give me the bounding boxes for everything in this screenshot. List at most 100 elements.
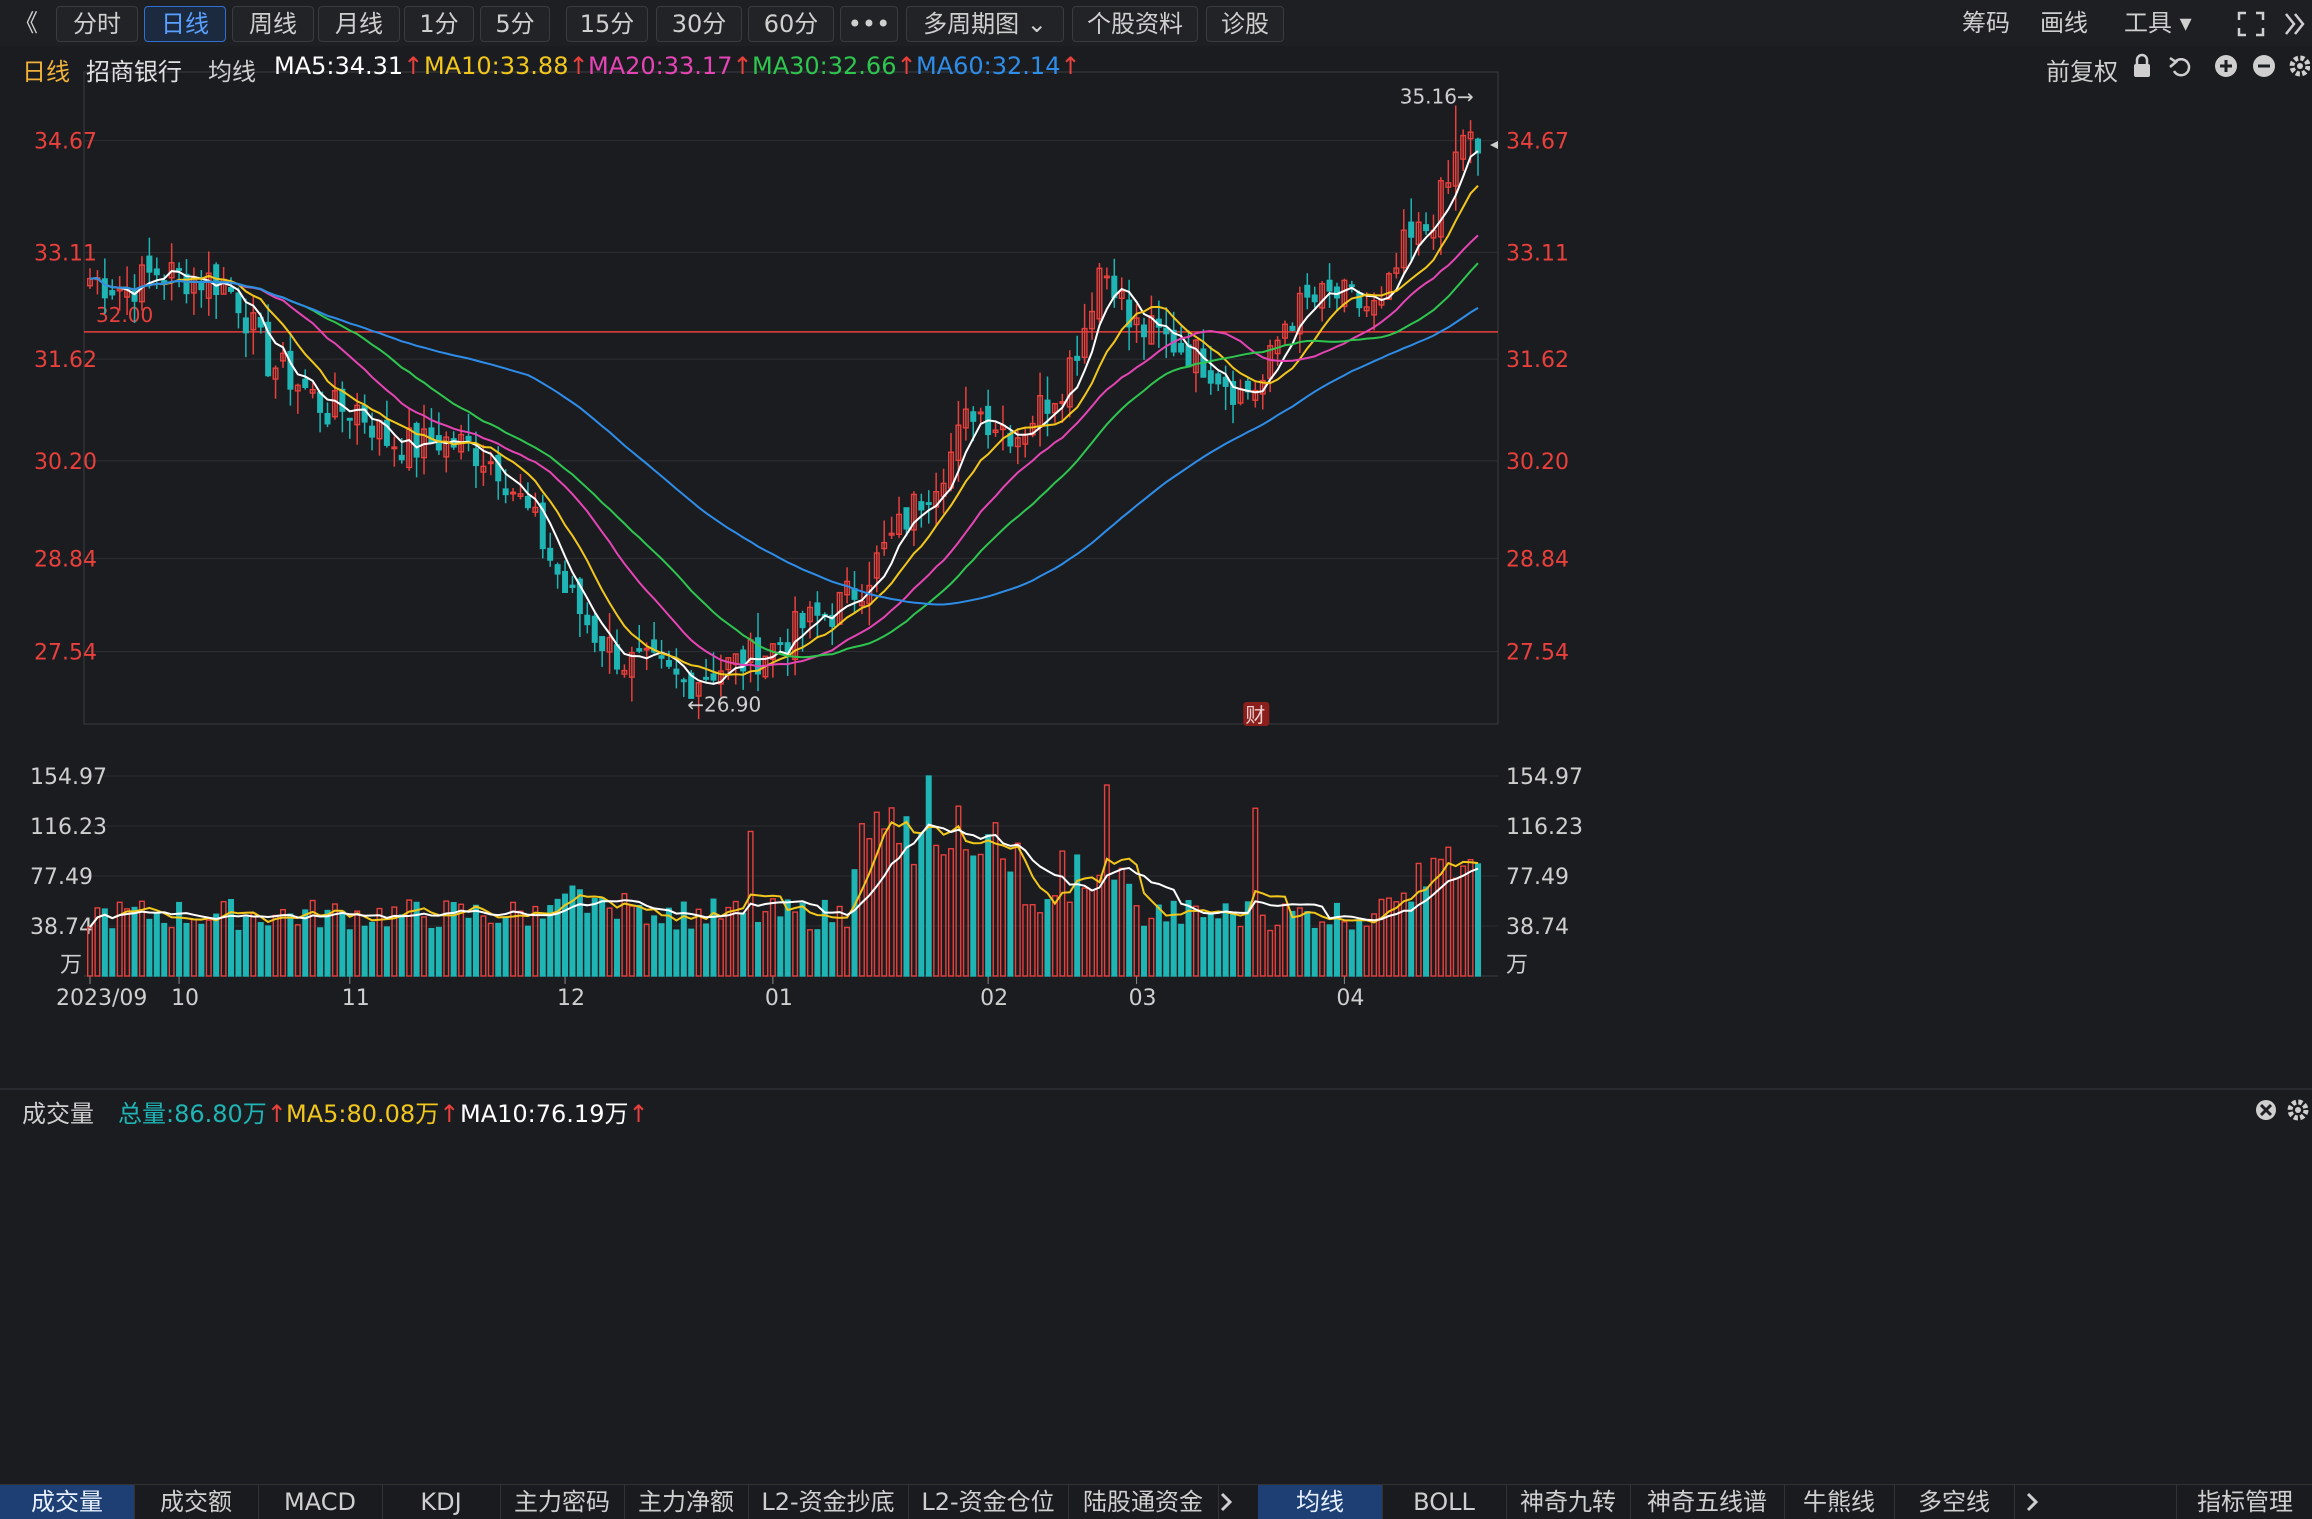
volume-bar[interactable]: [703, 923, 710, 977]
candle-body[interactable]: [703, 676, 710, 680]
volume-bar[interactable]: [1244, 901, 1251, 977]
volume-bar[interactable]: [732, 900, 739, 977]
overlay-tab-4[interactable]: 牛熊线: [1784, 1485, 1895, 1519]
volume-bar[interactable]: [896, 842, 903, 977]
volume-bar[interactable]: [1371, 913, 1378, 977]
candle-body[interactable]: [792, 611, 799, 661]
volume-bar[interactable]: [1363, 925, 1370, 977]
volume-bar[interactable]: [999, 858, 1006, 977]
candle-body[interactable]: [1460, 134, 1467, 160]
volume-bar[interactable]: [1378, 898, 1385, 977]
candle-body[interactable]: [1393, 267, 1400, 274]
candle-body[interactable]: [1289, 325, 1296, 331]
candle-body[interactable]: [1140, 324, 1147, 338]
candle-body[interactable]: [1066, 357, 1073, 408]
volume-bar[interactable]: [1408, 901, 1415, 977]
volume-bar[interactable]: [1192, 905, 1199, 977]
volume-bar[interactable]: [1022, 904, 1029, 977]
volume-bar[interactable]: [354, 910, 361, 977]
volume-bar[interactable]: [183, 922, 190, 977]
overlay-tab-2[interactable]: 神奇九转: [1506, 1485, 1631, 1519]
candle-body[interactable]: [569, 584, 576, 588]
volume-bar[interactable]: [383, 926, 390, 977]
volume-bar[interactable]: [851, 869, 858, 977]
candle-body[interactable]: [1051, 402, 1058, 414]
candle-body[interactable]: [1452, 151, 1459, 187]
volume-bar[interactable]: [599, 897, 606, 977]
candle-body[interactable]: [495, 454, 502, 482]
volume-bar[interactable]: [606, 907, 613, 977]
volume-bar[interactable]: [992, 822, 999, 977]
candle-body[interactable]: [918, 501, 925, 511]
volume-bar[interactable]: [613, 918, 620, 977]
volume-bar[interactable]: [1037, 912, 1044, 977]
volume-bar[interactable]: [554, 898, 561, 977]
volume-bar[interactable]: [873, 811, 880, 977]
volume-bar[interactable]: [1051, 895, 1058, 977]
volume-bar[interactable]: [465, 917, 472, 977]
volume-bar[interactable]: [1111, 879, 1118, 977]
candle-body[interactable]: [406, 427, 413, 469]
volume-bar[interactable]: [324, 909, 331, 977]
candle-body[interactable]: [1207, 370, 1214, 384]
candle-body[interactable]: [480, 465, 487, 473]
candle-body[interactable]: [806, 606, 813, 623]
candle-body[interactable]: [606, 636, 613, 653]
volume-bar[interactable]: [257, 922, 264, 977]
volume-bar[interactable]: [1467, 858, 1474, 977]
indicator-tab-5[interactable]: 主力净额: [624, 1485, 749, 1519]
volume-bar[interactable]: [1296, 907, 1303, 977]
volume-bar[interactable]: [287, 913, 294, 977]
volume-bar[interactable]: [421, 916, 428, 977]
candle-body[interactable]: [302, 378, 309, 388]
volume-bar[interactable]: [109, 928, 116, 977]
candle-body[interactable]: [977, 411, 984, 415]
collapse-right-icon[interactable]: [2282, 10, 2308, 38]
candle-body[interactable]: [339, 388, 346, 412]
candle-body[interactable]: [665, 660, 672, 667]
volume-bar[interactable]: [1148, 917, 1155, 977]
volume-bar[interactable]: [146, 918, 153, 977]
volume-bar[interactable]: [925, 775, 932, 977]
candle-body[interactable]: [888, 532, 895, 536]
volume-bar[interactable]: [1118, 867, 1125, 977]
candle-body[interactable]: [1133, 317, 1140, 326]
candle-body[interactable]: [1415, 221, 1422, 246]
candle-body[interactable]: [547, 547, 554, 561]
volume-bar[interactable]: [844, 926, 851, 977]
candle-body[interactable]: [309, 388, 316, 394]
candle-body[interactable]: [183, 273, 190, 295]
candle-body[interactable]: [651, 639, 658, 653]
candle-body[interactable]: [1304, 284, 1311, 298]
tab-fenshi[interactable]: 分时: [56, 6, 138, 42]
candle-body[interactable]: [294, 384, 301, 392]
volume-bar[interactable]: [955, 805, 962, 977]
volume-bar[interactable]: [584, 912, 591, 977]
volume-bar[interactable]: [1341, 921, 1348, 977]
volume-bar[interactable]: [717, 918, 724, 977]
more-button[interactable]: •••: [840, 6, 898, 42]
multi-period-button[interactable]: 多周期图 ⌄: [906, 6, 1064, 42]
volume-bar[interactable]: [829, 922, 836, 977]
indicator-tab-7[interactable]: L2-资金仓位: [908, 1485, 1069, 1519]
candle-body[interactable]: [1215, 373, 1222, 385]
event-marker[interactable]: 财: [1245, 703, 1265, 727]
volume-bar[interactable]: [1044, 899, 1051, 977]
candle-body[interactable]: [235, 292, 242, 314]
indicator-tab-4[interactable]: 主力密码: [500, 1485, 625, 1519]
volume-bar[interactable]: [1089, 889, 1096, 977]
volume-bar[interactable]: [755, 922, 762, 977]
settings-icon[interactable]: [2289, 55, 2310, 77]
volume-bar[interactable]: [495, 922, 502, 977]
volume-bar[interactable]: [628, 905, 635, 977]
volume-bar[interactable]: [814, 929, 821, 977]
candle-body[interactable]: [1467, 131, 1474, 140]
ma-label[interactable]: 均线: [208, 58, 256, 86]
volume-bar[interactable]: [881, 828, 888, 977]
candle-body[interactable]: [829, 614, 836, 627]
volume-bar[interactable]: [762, 911, 769, 977]
candle-body[interactable]: [1296, 292, 1303, 335]
overlay-tab-1[interactable]: BOLL: [1382, 1485, 1507, 1519]
volume-bar[interactable]: [1333, 902, 1340, 977]
candle-body[interactable]: [176, 268, 183, 271]
